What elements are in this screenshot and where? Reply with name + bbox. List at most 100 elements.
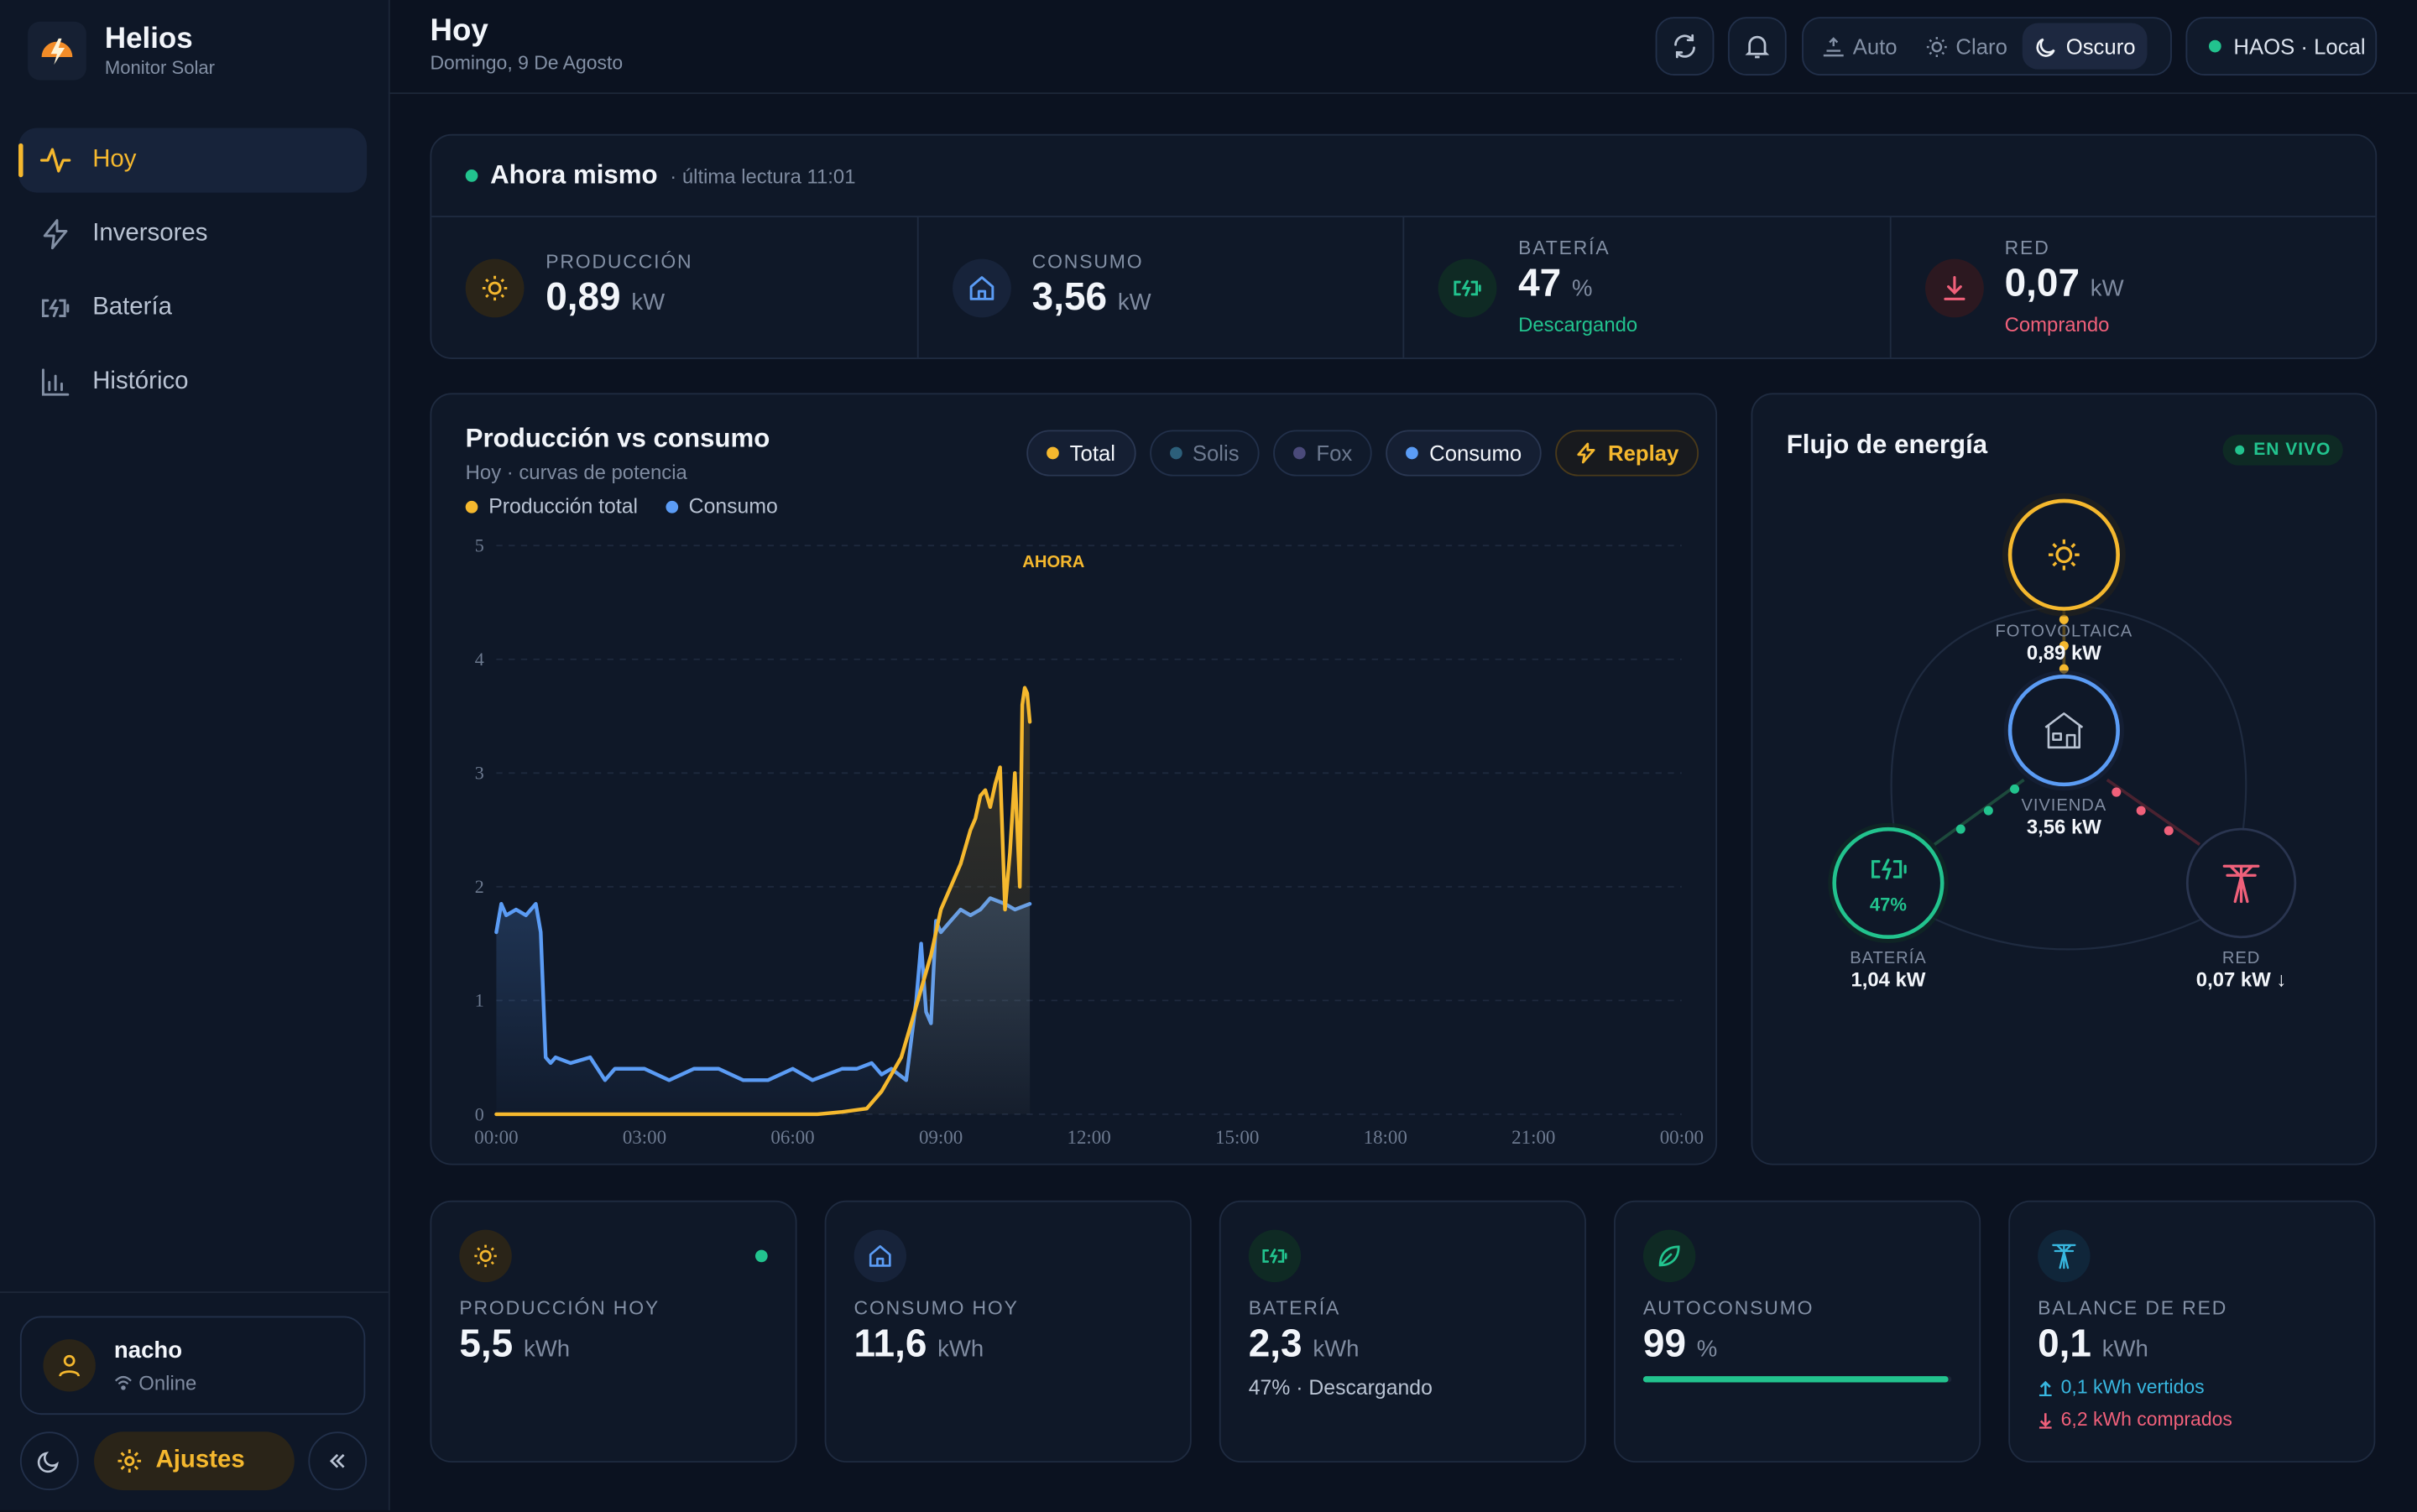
bell-icon [1745, 35, 1770, 59]
production-chart-panel: 0 1 2 3 4 5 00:00 03:00 06:00 09:00 12:00 15:00 18:0… [430, 393, 1718, 1165]
battery-home-line [1933, 778, 2025, 846]
sidebar-nav: Hoy Inversores Batería Histórico [18, 128, 368, 424]
metric-label: CONSUMO [1031, 251, 1144, 274]
collapse-sidebar-button[interactable] [308, 1431, 368, 1491]
metric-label: BATERÍA [1518, 237, 1610, 259]
sun-icon [2048, 539, 2080, 571]
now-marker-label: AHORA [1022, 553, 1084, 571]
sidebar-item-inversores[interactable]: Inversores [18, 202, 367, 267]
theme-light-button[interactable]: Claro [1913, 23, 2020, 70]
progress-fill [1642, 1376, 1949, 1383]
refresh-button[interactable] [1655, 17, 1715, 76]
sidebar-item-label: Inversores [92, 220, 208, 247]
sidebar-item-bateria[interactable]: Batería [18, 276, 367, 341]
stat-value: 99 % [1642, 1322, 1718, 1366]
flow-dot [2059, 641, 2069, 651]
y-tick-label: 3 [475, 763, 484, 784]
home-node [2007, 675, 2120, 787]
live-dot [465, 169, 478, 182]
home-label: VIVIENDA [2021, 796, 2107, 816]
page-date: Domingo, 9 De Agosto [430, 52, 624, 75]
theme-toggle-button[interactable] [19, 1431, 79, 1491]
now-subtitle: · última lectura 11:01 [670, 164, 856, 188]
flow-dot [2164, 826, 2174, 836]
settings-button[interactable]: Ajustes [94, 1431, 295, 1491]
grid-label: RED [2221, 949, 2261, 968]
home-icon [952, 258, 1010, 318]
flow-arc-left [1890, 604, 2065, 884]
now-consumption: CONSUMO 3,56 kW [918, 216, 1405, 359]
metric-value: 3,56 kW [1031, 275, 1151, 320]
page-title: Hoy [430, 13, 488, 48]
battery-icon [41, 299, 70, 317]
flow-title: Flujo de energía [1786, 430, 1988, 460]
filter-consumo-button[interactable]: Consumo [1386, 430, 1543, 477]
stat-self-consumption: AUTOCONSUMO 99 % [1614, 1200, 1981, 1463]
notifications-button[interactable] [1727, 17, 1787, 76]
battery-charging-icon [1248, 1229, 1302, 1283]
filter-solis-button[interactable]: Solis [1149, 430, 1260, 477]
leaf-icon [1642, 1229, 1696, 1283]
user-icon [59, 1354, 81, 1377]
filter-fox-button[interactable]: Fox [1272, 430, 1373, 477]
flow-dot [2112, 787, 2122, 797]
live-badge: EN VIVO [2222, 434, 2344, 466]
theme-dark-button[interactable]: Oscuro [2023, 23, 2148, 70]
now-header: Ahora mismo · última lectura 11:01 [465, 160, 856, 191]
moon-icon [37, 1452, 59, 1473]
grid-exported: 0,1 kWh vertidos [2038, 1376, 2205, 1398]
series-filters: Total Solis Fox Consumo Replay [1026, 430, 1699, 477]
filter-total-button[interactable]: Total [1026, 430, 1135, 477]
theme-switcher: Auto Claro Oscuro [1802, 17, 2172, 76]
legend-consumption: Consumo [666, 495, 778, 518]
y-tick-label: 2 [475, 876, 484, 897]
flow-dot [2136, 806, 2146, 816]
y-tick-label: 4 [475, 649, 484, 670]
legend-production: Producción total [465, 495, 638, 518]
stat-label: AUTOCONSUMO [1642, 1297, 1814, 1320]
production-line [494, 686, 1032, 1117]
sun-icon [1926, 36, 1947, 57]
metric-label: RED [2004, 237, 2050, 259]
gear-icon [117, 1449, 142, 1473]
grid-home-line [2106, 778, 2201, 847]
theme-auto-button[interactable]: Auto [1809, 23, 1909, 70]
user-status: Online [114, 1371, 196, 1394]
online-dot [2208, 39, 2221, 53]
connection-status[interactable]: HAOS · Local [2185, 17, 2378, 76]
stat-label: BALANCE DE RED [2038, 1297, 2228, 1320]
sidebar: Helios Monitor Solar Hoy Inversores Bate… [0, 0, 390, 1510]
flow-diagram: 47% [1828, 493, 2297, 951]
bolt-icon [1577, 442, 1595, 464]
flow-dot [1983, 806, 1993, 816]
sun-icon [459, 1229, 512, 1283]
battery-label: BATERÍA [1850, 949, 1927, 968]
home-icon [854, 1229, 906, 1283]
metric-value: 47 % [1518, 262, 1593, 305]
sunrise-icon [1823, 36, 1844, 56]
y-tick-label: 0 [475, 1103, 484, 1124]
energy-flow-panel: Flujo de energía EN VIVO [1751, 393, 2378, 1165]
wifi-icon [114, 1375, 132, 1390]
metric-value: 0,07 kW [2004, 262, 2124, 305]
stat-label: CONSUMO HOY [854, 1297, 1019, 1320]
x-tick-label: 00:00 [474, 1127, 518, 1148]
pv-node [2007, 498, 2120, 611]
replay-button[interactable]: Replay [1555, 430, 1699, 477]
user-card[interactable]: nacho Online [19, 1316, 366, 1416]
user-name: nacho [113, 1337, 183, 1363]
arrow-down-icon [2039, 1412, 2052, 1428]
home-value: 3,56 kW [2026, 815, 2101, 839]
avatar [43, 1339, 96, 1392]
arrow-up-icon [2039, 1379, 2052, 1396]
flow-arc-bottom [1903, 902, 2234, 951]
sidebar-item-historico[interactable]: Histórico [18, 350, 367, 414]
battery-value: 1,04 kW [1851, 967, 1926, 991]
status-dot [754, 1249, 768, 1263]
grid-state: Comprando [2004, 312, 2110, 336]
metric-value: 0,89 kW [546, 275, 666, 320]
y-tick-label: 5 [475, 535, 484, 556]
stat-production-today: PRODUCCIÓN HOY 5,5 kWh [430, 1200, 797, 1463]
now-metrics: PRODUCCIÓN 0,89 kW CONSUMO 3,56 kW BATER… [431, 216, 2376, 359]
sidebar-item-hoy[interactable]: Hoy [18, 128, 368, 193]
